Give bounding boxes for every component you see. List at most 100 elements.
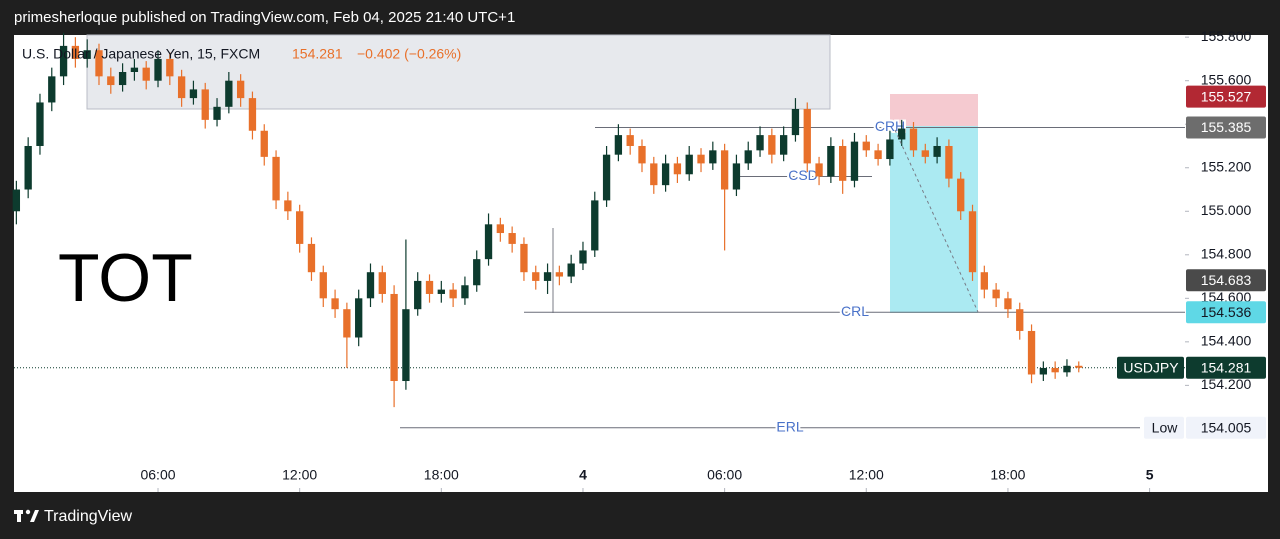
x-tick-label: 06:00 xyxy=(140,467,175,483)
candle-body xyxy=(803,108,811,164)
price-tag xyxy=(1186,85,1266,108)
candle-body xyxy=(626,135,634,146)
price-tag xyxy=(1186,301,1266,324)
candle-body xyxy=(189,89,198,99)
price-tag-label: 154.281 xyxy=(1201,359,1252,375)
price-tag xyxy=(1186,356,1266,379)
x-tick-label: 12:00 xyxy=(849,467,884,483)
candle-body xyxy=(673,163,682,175)
candle-body xyxy=(874,150,882,160)
price-tag-label: 154.005 xyxy=(1201,420,1252,436)
candle-body xyxy=(449,289,457,299)
last-price-header: 154.281 xyxy=(292,46,343,62)
candle-body xyxy=(520,243,528,273)
y-tick-label: 155.800 xyxy=(1201,28,1252,44)
candle-body xyxy=(850,141,859,181)
level-label: CRL xyxy=(841,303,869,319)
candle-body xyxy=(768,135,776,155)
candle-body xyxy=(130,67,139,72)
candle-body xyxy=(591,200,599,251)
stop-zone xyxy=(890,94,978,126)
candle-body xyxy=(260,130,268,157)
price-tag xyxy=(1186,116,1266,139)
candle-body xyxy=(650,163,658,186)
price-tag-label: 155.527 xyxy=(1201,88,1252,104)
candle-body xyxy=(437,289,445,294)
candle-body xyxy=(366,272,375,299)
candle-body xyxy=(791,108,800,136)
logo-part xyxy=(30,510,39,522)
candle-body xyxy=(1016,309,1024,331)
candle-body xyxy=(720,150,729,190)
candle-body xyxy=(992,289,1000,299)
y-tick-label: 155.000 xyxy=(1201,202,1252,218)
price-tag xyxy=(1186,269,1266,292)
candle-body xyxy=(1027,330,1036,375)
candle-body xyxy=(862,141,870,151)
price-tag xyxy=(1186,416,1266,439)
candle-body xyxy=(71,45,80,59)
level-label: ERL xyxy=(776,419,803,435)
x-tick-label: 06:00 xyxy=(707,467,742,483)
annotation-text: TOT xyxy=(58,240,193,316)
candle-body xyxy=(685,154,693,175)
brand-name: TradingView xyxy=(44,508,132,525)
price-tag-name: USDJPY xyxy=(1123,359,1179,375)
candle-body xyxy=(508,233,516,244)
candle-body xyxy=(319,272,327,299)
candle-body xyxy=(567,263,575,277)
candle-body xyxy=(744,150,752,164)
y-tick-label: 154.800 xyxy=(1201,245,1252,261)
candle-body xyxy=(579,250,587,264)
candle-body xyxy=(355,298,363,338)
candle-body xyxy=(1063,365,1071,373)
price-tag-name: Low xyxy=(1152,420,1179,436)
axes: 155.800155.600155.400155.200155.000154.8… xyxy=(140,28,1252,492)
candle-body xyxy=(118,71,127,86)
price-tag-name-bg xyxy=(1144,416,1184,439)
candle-body xyxy=(827,145,835,177)
candle-body xyxy=(496,224,505,234)
x-tick-label: 5 xyxy=(1146,467,1154,483)
candle-body xyxy=(1004,298,1012,310)
x-tick-label: 12:00 xyxy=(282,467,317,483)
candle-body xyxy=(1039,367,1048,375)
candle-body xyxy=(284,200,292,212)
candle-body xyxy=(248,98,257,131)
candle-body xyxy=(638,145,646,164)
x-tick-label: 18:00 xyxy=(990,467,1025,483)
candle-body xyxy=(886,139,894,160)
candle-body xyxy=(225,80,233,107)
plot-area xyxy=(14,35,1268,492)
candle-body xyxy=(107,76,115,86)
candle-body xyxy=(48,76,56,103)
candle-body xyxy=(614,135,623,155)
candle-body xyxy=(957,178,965,212)
candles xyxy=(12,32,1083,408)
price-tag-label: 155.385 xyxy=(1201,119,1252,135)
candle-body xyxy=(461,285,469,299)
candle-body xyxy=(980,272,988,290)
candle-body xyxy=(898,128,906,140)
logo-part xyxy=(17,510,21,522)
candle-body xyxy=(272,156,280,201)
publish-info: primesherloque published on TradingView.… xyxy=(14,9,515,26)
candle-body xyxy=(921,150,929,157)
candle-body xyxy=(59,45,68,77)
candle-body xyxy=(839,145,847,181)
candle-body xyxy=(709,150,717,164)
candle-body xyxy=(213,106,221,120)
price-tags: 155.527 155.385 154.683 154.536 154.281 USDJP… xyxy=(1117,85,1266,439)
candle-body xyxy=(296,211,304,244)
zone-box xyxy=(86,34,831,110)
candle-body xyxy=(12,189,21,212)
y-tick-label: 155.600 xyxy=(1201,71,1252,87)
logo-part xyxy=(25,509,31,515)
candle-body xyxy=(343,309,351,338)
price-tag-name-bg xyxy=(1117,356,1184,379)
candle-body xyxy=(1051,367,1059,373)
candle-body xyxy=(473,259,481,286)
candle-body xyxy=(909,128,918,151)
x-tick-label: 4 xyxy=(579,467,587,483)
